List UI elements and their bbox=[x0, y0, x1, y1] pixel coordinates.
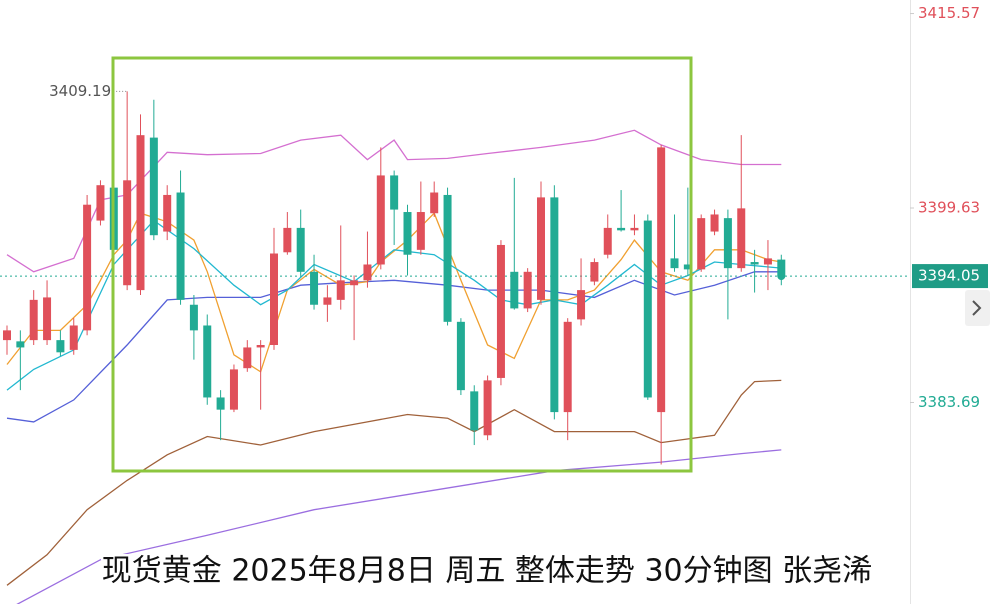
candle-body bbox=[550, 197, 559, 413]
y-tick-label: 3399.63 bbox=[918, 199, 980, 217]
candle-body bbox=[723, 218, 732, 269]
candle-body bbox=[310, 271, 319, 305]
candle-body bbox=[163, 194, 172, 232]
high-label: 3409.19 bbox=[49, 82, 111, 100]
candle-body bbox=[3, 330, 11, 341]
candle-body bbox=[416, 212, 425, 250]
candle-body bbox=[496, 244, 505, 378]
candle-body bbox=[43, 297, 52, 341]
candle-body bbox=[323, 297, 332, 305]
y-tick-label: 3383.69 bbox=[918, 393, 980, 411]
candle-body bbox=[737, 208, 746, 269]
candle-body bbox=[149, 137, 158, 236]
candle-body bbox=[283, 227, 292, 253]
chart-title: 现货黄金 2025年8月8日 周五 整体走势 30分钟图 张尧浠 bbox=[102, 554, 872, 589]
candle-body bbox=[296, 227, 305, 272]
last-price-box bbox=[912, 264, 988, 289]
candle-body bbox=[403, 212, 412, 255]
candle-body bbox=[563, 321, 572, 413]
candle-body bbox=[697, 218, 706, 270]
candle-body bbox=[617, 227, 626, 231]
candle-body bbox=[136, 135, 145, 291]
candle-body bbox=[577, 290, 586, 320]
indicator-line bbox=[16, 449, 782, 604]
scroll-button[interactable] bbox=[965, 290, 990, 326]
candle-body bbox=[96, 185, 105, 221]
last-price-label: 3394.05 bbox=[918, 267, 980, 285]
candle-body bbox=[483, 380, 492, 436]
chevron[interactable] bbox=[972, 300, 982, 316]
scroll-button-bg[interactable] bbox=[965, 290, 990, 326]
candle-body bbox=[176, 192, 185, 300]
highlight-box bbox=[111, 56, 693, 473]
candle-body bbox=[537, 197, 545, 300]
plot: 3409.19 bbox=[0, 82, 910, 604]
indicator-line bbox=[6, 219, 782, 391]
candle-body bbox=[270, 253, 278, 346]
candle-body bbox=[336, 280, 345, 300]
candle-body bbox=[56, 340, 65, 353]
candle-body bbox=[29, 299, 38, 341]
candle-body bbox=[710, 214, 719, 232]
candle-body bbox=[229, 369, 238, 410]
candle-body bbox=[510, 271, 519, 309]
candle-body bbox=[683, 264, 692, 270]
candle-body bbox=[123, 180, 132, 286]
candle-body bbox=[256, 345, 265, 348]
last-price-dot bbox=[777, 272, 786, 281]
candle-body bbox=[83, 204, 92, 331]
candle-body bbox=[16, 341, 25, 348]
candle-body bbox=[430, 192, 439, 214]
candle-body bbox=[470, 391, 479, 431]
candle-body bbox=[523, 271, 532, 309]
candle-body bbox=[777, 259, 786, 277]
candle-body bbox=[643, 220, 652, 398]
candle-body bbox=[189, 304, 198, 331]
candle-body bbox=[657, 147, 666, 413]
candle-body bbox=[390, 175, 399, 210]
candle-body bbox=[670, 258, 679, 269]
candle-body bbox=[376, 175, 385, 265]
candle-body bbox=[763, 258, 772, 265]
candle-body bbox=[203, 325, 212, 398]
candle-body bbox=[750, 262, 759, 265]
candle-body bbox=[456, 321, 465, 391]
candle-body bbox=[69, 325, 78, 350]
y-tick-label: 3415.57 bbox=[918, 4, 980, 22]
candle-body bbox=[350, 280, 359, 286]
candle-body bbox=[630, 227, 639, 231]
candle-body bbox=[590, 262, 599, 282]
indicator-line bbox=[6, 271, 782, 423]
candle-body bbox=[243, 347, 252, 369]
candle-body bbox=[363, 264, 372, 281]
candle-body bbox=[603, 227, 612, 255]
candle-body bbox=[216, 397, 225, 410]
candle-body bbox=[443, 194, 452, 322]
